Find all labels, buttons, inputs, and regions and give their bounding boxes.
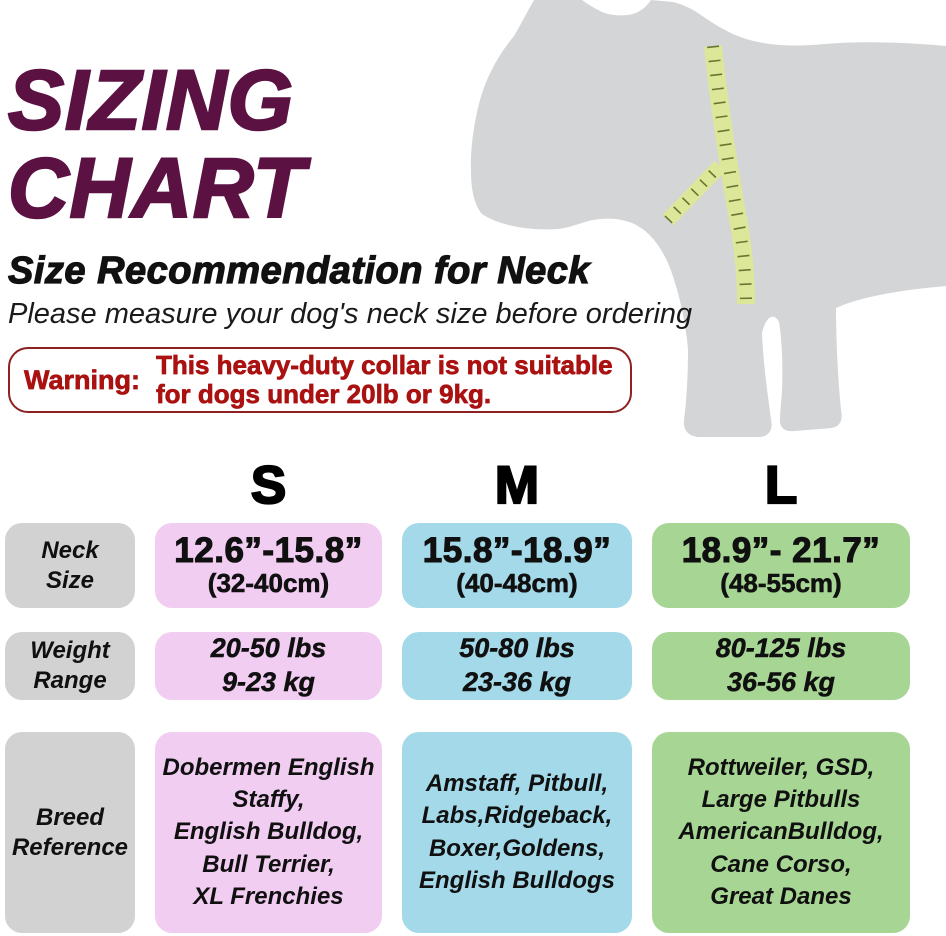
breed-reference-row: Breed Reference Dobermen English Staffy,…: [5, 732, 910, 933]
neck-size-l-cm: (48-55cm): [720, 568, 842, 599]
row-label-neck-size: Neck Size: [5, 523, 135, 608]
warning-label: Warning:: [24, 364, 141, 395]
header-spacer: [5, 455, 135, 516]
dog-silhouette: [470, 0, 946, 437]
page-title: SIZING CHART: [7, 53, 306, 236]
cell-neck-size-m: 15.8”-18.9” (40-48cm): [402, 523, 632, 608]
dog-graphic: [430, 0, 946, 450]
cell-weight-range-m: 50-80 lbs 23-36 kg: [402, 632, 632, 700]
measurement-note: Please measure your dog's neck size befo…: [8, 298, 693, 330]
dog-silhouette-graphic: [470, 0, 946, 437]
cell-breed-reference-s: Dobermen English Staffy, English Bulldog…: [155, 732, 382, 933]
neck-size-s-inches: 12.6”-15.8”: [174, 531, 363, 571]
warning-box: Warning: This heavy-duty collar is not s…: [8, 347, 632, 413]
neck-size-s-cm: (32-40cm): [207, 568, 330, 599]
measuring-tape-icon: [662, 45, 755, 305]
column-header-m: M: [494, 455, 540, 516]
warning-message: This heavy-duty collar is not suitable f…: [156, 349, 613, 409]
column-header-l: L: [764, 455, 799, 516]
cell-neck-size-l: 18.9”- 21.7” (48-55cm): [652, 523, 910, 608]
neck-size-l-inches: 18.9”- 21.7”: [681, 531, 881, 571]
neck-size-row: Neck Size 12.6”-15.8” (32-40cm) 15.8”-18…: [5, 523, 910, 608]
neck-size-m-inches: 15.8”-18.9”: [422, 531, 612, 571]
cell-breed-reference-l: Rottweiler, GSD, Large Pitbulls American…: [652, 732, 910, 933]
cell-weight-range-l: 80-125 lbs 36-56 kg: [652, 632, 910, 700]
row-label-weight-range: Weight Range: [5, 632, 135, 700]
cell-weight-range-s: 20-50 lbs 9-23 kg: [155, 632, 382, 700]
row-label-breed-reference: Breed Reference: [5, 732, 135, 933]
page-subtitle: Size Recommendation for Neck: [7, 249, 591, 292]
cell-breed-reference-m: Amstaff, Pitbull, Labs,Ridgeback, Boxer,…: [402, 732, 632, 933]
column-header-s: S: [250, 455, 288, 516]
weight-range-row: Weight Range 20-50 lbs 9-23 kg 50-80 lbs…: [5, 632, 910, 700]
cell-neck-size-s: 12.6”-15.8” (32-40cm): [155, 523, 382, 608]
size-header-row: S M L: [5, 455, 910, 516]
size-table: S M L Neck Size 12.6”-15.8” (32-40cm) 15…: [5, 455, 910, 933]
neck-size-m-cm: (40-48cm): [456, 568, 578, 599]
